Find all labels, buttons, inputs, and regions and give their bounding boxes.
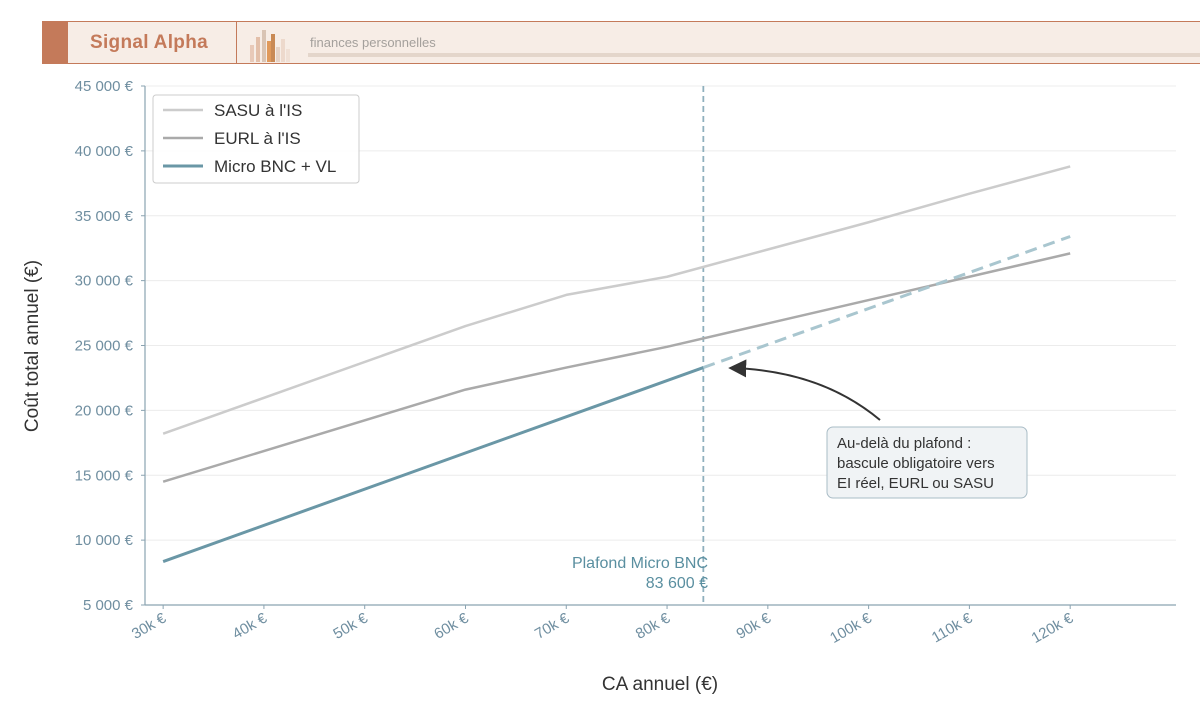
annotation-arrow [728,359,881,421]
series-line-2 [162,366,704,563]
legend-label-eurl: EURL à l'IS [214,129,301,148]
legend: SASU à l'IS EURL à l'IS Micro BNC + VL [152,94,360,184]
legend-box [152,94,360,184]
threshold-label: Plafond Micro BNC 83 600 € [572,555,708,592]
x-tick-labels: 30k € 40k € 50k € 60k € 70k € 80k € 90k € 100k … [129,605,1077,647]
x-tick-label-4: 70k € [532,609,573,642]
y-axis-title: Coût total annuel (€) [22,260,43,432]
series-line-0 [162,165,1071,435]
x-tick-label-7: 100k € [827,609,875,647]
threshold-label-line1: Plafond Micro BNC [572,555,708,572]
brand-name: Signal Alpha [90,32,208,53]
threshold-label-line2: 83 600 € [646,575,708,592]
annotation: Au-delà du plafond : bascule obligatoire… [728,359,1028,499]
tagline: finances personnelles [310,35,436,50]
y-tick-label-7: 40 000 € [75,143,134,160]
series-line-1 [162,252,1071,483]
x-tick-label-2: 50k € [330,609,371,642]
tagline-rule [308,53,1200,57]
x-tick-label-1: 40k € [230,609,271,642]
brand-swatch [42,22,68,63]
bar-chart-logo-icon [250,30,290,62]
series-line-2-extrapolated [702,235,1071,369]
x-axis-title: CA annuel (€) [602,674,718,695]
series-lines [162,165,1071,563]
x-tick-label-0: 30k € [129,609,170,642]
y-tick-label-4: 25 000 € [75,338,134,355]
y-tick-label-8: 45 000 € [75,78,134,95]
y-tick-label-0: 5 000 € [83,597,134,614]
y-tick-label-2: 15 000 € [75,467,134,484]
banner-divider [236,22,237,63]
y-tick-label-6: 35 000 € [75,208,134,225]
legend-label-micro: Micro BNC + VL [214,157,336,176]
y-tick-labels: 5 000 € 10 000 € 15 000 € 20 000 € 25 000 € 3… [75,78,145,614]
annotation-line-3: EI réel, EURL ou SASU [837,475,994,492]
y-tick-label-1: 10 000 € [75,532,134,549]
y-tick-label-3: 20 000 € [75,402,134,419]
x-tick-label-6: 90k € [734,609,775,642]
annotation-line-2: bascule obligatoire vers [837,455,995,472]
grid-lines [145,85,1176,541]
annotation-line-1: Au-delà du plafond : [837,435,971,452]
legend-label-sasu: SASU à l'IS [214,101,302,120]
x-tick-label-5: 80k € [633,609,674,642]
header-banner: Signal Alpha finances personnelles [42,21,1200,64]
x-tick-label-3: 60k € [431,609,472,642]
x-tick-label-8: 110k € [929,609,976,646]
x-tick-label-9: 120k € [1029,609,1077,647]
annotation-box [826,426,1028,499]
y-tick-label-5: 30 000 € [75,273,134,290]
